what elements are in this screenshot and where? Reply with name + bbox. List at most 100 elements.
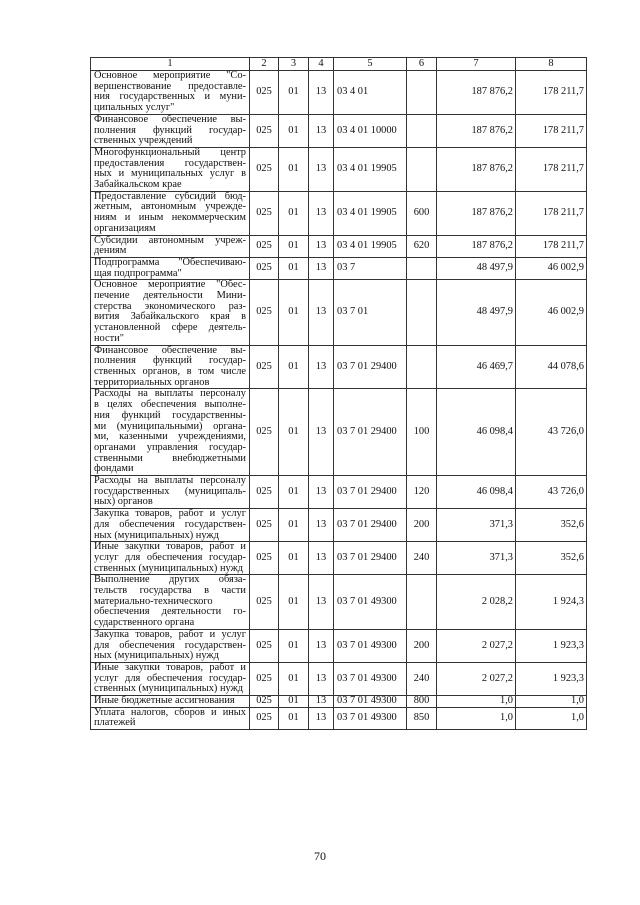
code-vr: 620 — [406, 234, 437, 258]
code-gr: 025 — [249, 344, 279, 390]
code-pr: 13 — [308, 234, 334, 258]
code-csr: 03 7 01 49300 — [333, 628, 407, 663]
amount-year-1: 48 497,9 — [436, 279, 516, 346]
row-name-line: ных и муниципальных услуг в — [94, 168, 246, 180]
code-gr: 025 — [249, 388, 279, 477]
code-vr — [406, 146, 437, 192]
amount-year-2: 178 211,7 — [515, 70, 587, 115]
row-name-line: дениям — [94, 245, 127, 257]
row-name: Иные бюджетные ассигнования — [90, 695, 250, 708]
code-pr: 13 — [308, 574, 334, 630]
code-vr: 200 — [406, 628, 437, 663]
code-vr — [406, 344, 437, 390]
row-name-line: ственных (муниципальных) нужд — [94, 683, 244, 695]
row-name: Закупка товаров, работ и услуг для обеспе… — [90, 508, 250, 543]
code-pr: 13 — [308, 508, 334, 543]
table-row: Основное мероприятие "Обес-печение деяте… — [90, 279, 587, 346]
code-csr: 03 7 01 — [333, 279, 407, 346]
row-name: Финансовое обеспечение вы-полнения функц… — [90, 344, 250, 390]
row-name: Подпрограмма "Обеспечиваю-щая подпрограм… — [90, 256, 250, 281]
code-gr: 025 — [249, 508, 279, 543]
amount-year-2: 1 923,3 — [515, 628, 587, 663]
code-pr: 13 — [308, 70, 334, 115]
amount-year-1: 187 876,2 — [436, 70, 516, 115]
table-row: Иные бюджетные ассигнования 025 01 13 03 7 0… — [90, 695, 587, 708]
row-name-line: Иные бюджетные ассигнования — [94, 695, 235, 707]
row-name-line: Многофункциональный центр — [94, 146, 246, 158]
row-name-line: ственными внебюджетными — [94, 452, 246, 464]
row-name-line: стерства экономического раз- — [94, 300, 246, 312]
code-rz: 01 — [278, 695, 309, 708]
table-row: Предоставление субсидий бюд-жетным, авто… — [90, 190, 587, 236]
amount-year-2: 46 002,9 — [515, 279, 587, 346]
table-body: Основное мероприятие "Со-вершенствование… — [90, 70, 587, 731]
code-csr: 03 7 01 29400 — [333, 475, 407, 510]
row-name-line: Подпрограмма "Обеспечиваю- — [94, 256, 246, 268]
code-gr: 025 — [249, 475, 279, 510]
row-name: Уплата налогов, сборов и иных платежей — [90, 706, 250, 731]
code-csr: 03 4 01 19905 — [333, 234, 407, 258]
row-name-line: ных (муниципальных) нужд — [94, 529, 219, 541]
row-name-line: сударственного органа — [94, 617, 195, 629]
code-pr: 13 — [308, 344, 334, 390]
row-name-line: платежей — [94, 717, 136, 729]
code-vr — [406, 279, 437, 346]
code-gr: 025 — [249, 70, 279, 115]
row-name: Финансовое обеспечение вы-полнения функц… — [90, 113, 250, 148]
amount-year-2: 352,6 — [515, 508, 587, 543]
amount-year-2: 178 211,7 — [515, 234, 587, 258]
row-name-line: ственных учреждений — [94, 135, 193, 147]
table-row: Финансовое обеспечение вы-полнения функц… — [90, 113, 587, 148]
row-name: Предоставление субсидий бюд-жетным, авто… — [90, 190, 250, 236]
amount-year-1: 187 876,2 — [436, 190, 516, 236]
table-row: Иные закупки товаров, работ и услуг для о… — [90, 661, 587, 697]
code-csr: 03 7 01 29400 — [333, 344, 407, 390]
code-gr: 025 — [249, 146, 279, 192]
row-name: Субсидии автономным учреж-дениям — [90, 234, 250, 258]
code-rz: 01 — [278, 344, 309, 390]
code-pr: 13 — [308, 113, 334, 148]
code-rz: 01 — [278, 628, 309, 663]
amount-year-1: 187 876,2 — [436, 234, 516, 258]
row-name-line: ми (муниципальными) органа- — [94, 420, 246, 432]
amount-year-1: 46 098,4 — [436, 475, 516, 510]
row-name-line: полнения функций государ- — [94, 124, 246, 136]
table-row: Выполнение других обяза-тельств государс… — [90, 574, 587, 630]
code-gr: 025 — [249, 695, 279, 708]
row-name-line: Основное мероприятие "Обес- — [94, 279, 246, 291]
row-name-line: в целях обеспечения выполне- — [94, 399, 246, 411]
amount-year-1: 46 469,7 — [436, 344, 516, 390]
code-pr: 13 — [308, 695, 334, 708]
code-pr: 13 — [308, 541, 334, 576]
table-row: Закупка товаров, работ и услуг для обеспе… — [90, 508, 587, 543]
table-row: Расходы на выплаты персоналу в целях обес… — [90, 388, 587, 477]
code-csr: 03 7 01 29400 — [333, 541, 407, 576]
row-name-line: Расходы на выплаты персоналу — [94, 475, 246, 487]
amount-year-1: 2 028,2 — [436, 574, 516, 630]
code-gr: 025 — [249, 190, 279, 236]
code-rz: 01 — [278, 70, 309, 115]
table-row: Финансовое обеспечение вы-полнения функц… — [90, 344, 587, 390]
row-name: Многофункциональный центр предоставления … — [90, 146, 250, 192]
amount-year-2: 1 924,3 — [515, 574, 587, 630]
code-vr — [406, 113, 437, 148]
code-rz: 01 — [278, 190, 309, 236]
amount-year-1: 187 876,2 — [436, 113, 516, 148]
row-name-line: Финансовое обеспечение вы- — [94, 344, 246, 356]
row-name-line: установленной сфере деятель- — [94, 322, 246, 334]
row-name-line: Субсидии автономным учреж- — [94, 234, 246, 246]
row-name-line: ми, казенными учреждениями, — [94, 431, 246, 443]
code-csr: 03 4 01 — [333, 70, 407, 115]
code-csr: 03 4 01 19905 — [333, 146, 407, 192]
code-csr: 03 7 01 29400 — [333, 388, 407, 477]
row-name: Выполнение других обяза-тельств государс… — [90, 574, 250, 630]
row-name: Иные закупки товаров, работ и услуг для о… — [90, 661, 250, 697]
table-row: Закупка товаров, работ и услуг для обеспе… — [90, 628, 587, 663]
row-name-line: Забайкальском крае — [94, 179, 182, 191]
code-rz: 01 — [278, 279, 309, 346]
amount-year-1: 2 027,2 — [436, 661, 516, 697]
row-name-line: полнения функций государ- — [94, 355, 246, 367]
code-rz: 01 — [278, 234, 309, 258]
table-row: Расходы на выплаты персоналу государствен… — [90, 475, 587, 510]
page-number: 70 — [314, 849, 326, 863]
